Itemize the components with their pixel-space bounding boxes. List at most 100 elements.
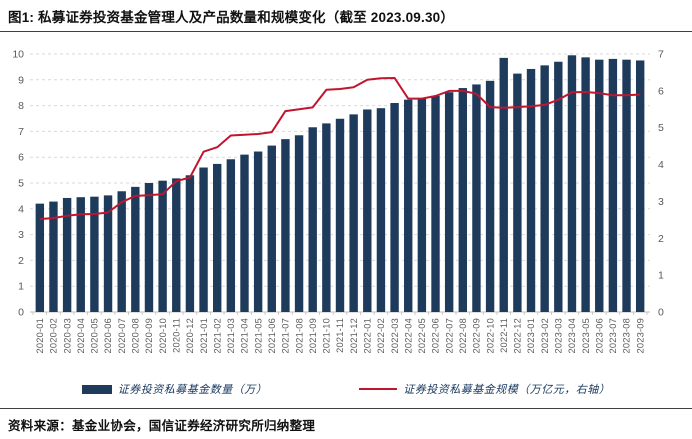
- x-label-2022-05: 2022-05: [417, 318, 427, 354]
- x-label-2022-03: 2022-03: [390, 318, 400, 354]
- bar-2023-05: [581, 57, 590, 312]
- x-label-2020-05: 2020-05: [90, 318, 100, 354]
- right-axis-tick-2: 2: [658, 233, 664, 245]
- chart-legend: 证券投资私募基金数量（万） 证券投资私募基金规模（万亿元，右轴）: [0, 381, 692, 397]
- x-label-2021-12: 2021-12: [349, 318, 359, 354]
- x-label-2020-10: 2020-10: [158, 318, 168, 354]
- x-label-2021-04: 2021-04: [240, 318, 250, 354]
- bar-2022-06: [431, 95, 440, 312]
- x-label-2021-06: 2021-06: [267, 318, 277, 354]
- bar-2021-08: [294, 135, 304, 312]
- x-label-2022-09: 2022-09: [472, 318, 482, 354]
- x-label-2022-01: 2022-01: [362, 318, 372, 354]
- legend-item-bar-series: 证券投资私募基金数量（万）: [81, 381, 268, 397]
- x-label-2023-03: 2023-03: [554, 318, 564, 354]
- title-divider: [0, 31, 692, 32]
- left-axis-tick-4: 4: [18, 203, 24, 215]
- x-label-2022-11: 2022-11: [499, 318, 509, 353]
- bar-2023-09: [635, 60, 645, 313]
- x-label-2021-05: 2021-05: [253, 318, 263, 354]
- x-label-2020-01: 2020-01: [35, 318, 45, 354]
- chart-area: 0 1 2 3 4 5 6 7 8 9 10 0 1 2 3 4 5 6 7 2020-01 2020-02 2020-0…: [0, 38, 692, 380]
- bar-2022-07: [444, 92, 454, 313]
- x-label-2021-11: 2021-11: [335, 318, 345, 353]
- x-label-2023-01: 2023-01: [526, 318, 536, 354]
- x-label-2022-02: 2022-02: [376, 318, 386, 354]
- right-axis-tick-6: 6: [658, 85, 664, 97]
- x-label-2021-07: 2021-07: [281, 318, 291, 354]
- bar-2021-11: [335, 118, 345, 313]
- bar-2022-03: [390, 103, 399, 313]
- x-label-2020-03: 2020-03: [62, 318, 72, 354]
- x-label-2023-06: 2023-06: [594, 318, 604, 354]
- x-label-2022-04: 2022-04: [403, 318, 413, 354]
- x-label-2023-07: 2023-07: [608, 318, 618, 354]
- x-label-2022-12: 2022-12: [513, 318, 523, 354]
- bar-2021-12: [349, 114, 358, 312]
- bar-2022-10: [485, 80, 495, 312]
- x-label-2023-05: 2023-05: [581, 318, 591, 354]
- x-label-2020-07: 2020-07: [117, 318, 127, 354]
- left-axis-tick-0: 0: [18, 307, 24, 319]
- bar-2023-07: [608, 58, 618, 312]
- bar-2023-01: [526, 68, 536, 312]
- right-axis-tick-5: 5: [658, 122, 664, 134]
- right-axis-tick-7: 7: [658, 49, 664, 61]
- line-series-swatch: [359, 388, 398, 390]
- scale-line-series: [39, 77, 641, 221]
- bar-2020-03: [62, 197, 72, 312]
- bar-2020-06: [103, 195, 113, 312]
- bar-2022-05: [417, 98, 427, 312]
- bar-2021-07: [281, 139, 290, 312]
- x-label-2021-03: 2021-03: [226, 318, 236, 354]
- bar-2022-12: [513, 73, 522, 312]
- bar-2022-04: [404, 99, 413, 312]
- bar-2023-08: [622, 59, 631, 313]
- bar-2023-04: [567, 55, 577, 312]
- bar-2021-03: [226, 159, 236, 312]
- bar-2021-01: [199, 167, 208, 312]
- bar-2021-06: [267, 145, 276, 312]
- bar-2020-05: [90, 196, 99, 312]
- source-note: 资料来源：基金业协会，国信证券经济研究所归纳整理: [8, 419, 316, 433]
- right-axis-tick-1: 1: [658, 270, 664, 282]
- left-axis-tick-8: 8: [18, 100, 24, 112]
- x-label-2020-12: 2020-12: [185, 318, 195, 354]
- legend-item-line-series: 证券投资私募基金规模（万亿元，右轴）: [359, 381, 610, 397]
- bar-2020-11: [172, 178, 181, 312]
- x-label-2020-06: 2020-06: [103, 318, 113, 354]
- bar-2020-10: [158, 180, 167, 312]
- x-label-2022-10: 2022-10: [485, 318, 495, 354]
- left-axis-tick-5: 5: [18, 178, 24, 190]
- x-label-2020-09: 2020-09: [144, 318, 154, 354]
- source-divider: [0, 408, 692, 409]
- bar-2023-02: [540, 65, 549, 313]
- bar-2020-09: [144, 183, 154, 312]
- left-axis-tick-9: 9: [18, 74, 24, 86]
- x-label-2020-11: 2020-11: [171, 318, 181, 353]
- legend-label-line-series: 证券投资私募基金规模（万亿元，右轴）: [403, 384, 611, 396]
- bar-2022-01: [363, 109, 372, 312]
- x-label-2020-08: 2020-08: [131, 318, 141, 354]
- x-label-2021-08: 2021-08: [294, 318, 304, 354]
- right-axis-tick-0: 0: [658, 307, 664, 319]
- legend-label-bar-series: 证券投资私募基金数量（万）: [117, 384, 268, 396]
- left-axis-tick-10: 10: [12, 49, 24, 61]
- bar-2020-12: [185, 175, 195, 312]
- x-label-2023-08: 2023-08: [622, 318, 632, 354]
- left-axis-tick-1: 1: [18, 281, 24, 293]
- bar-2021-02: [213, 163, 222, 312]
- bar-2020-08: [131, 186, 140, 312]
- bar-series-swatch: [81, 384, 112, 394]
- bar-2022-11: [499, 57, 508, 313]
- x-label-2020-02: 2020-02: [49, 318, 59, 354]
- x-label-2023-04: 2023-04: [567, 318, 577, 354]
- x-label-2020-04: 2020-04: [76, 318, 86, 354]
- bar-2021-10: [322, 123, 331, 312]
- x-label-2021-10: 2021-10: [322, 318, 332, 354]
- figure-title: 图1: 私募证券投资基金管理人及产品数量和规模变化（截至 2023.09.30）: [8, 10, 455, 25]
- bar-2020-01: [35, 203, 45, 312]
- bar-2023-03: [554, 61, 563, 313]
- x-label-2023-09: 2023-09: [635, 318, 645, 354]
